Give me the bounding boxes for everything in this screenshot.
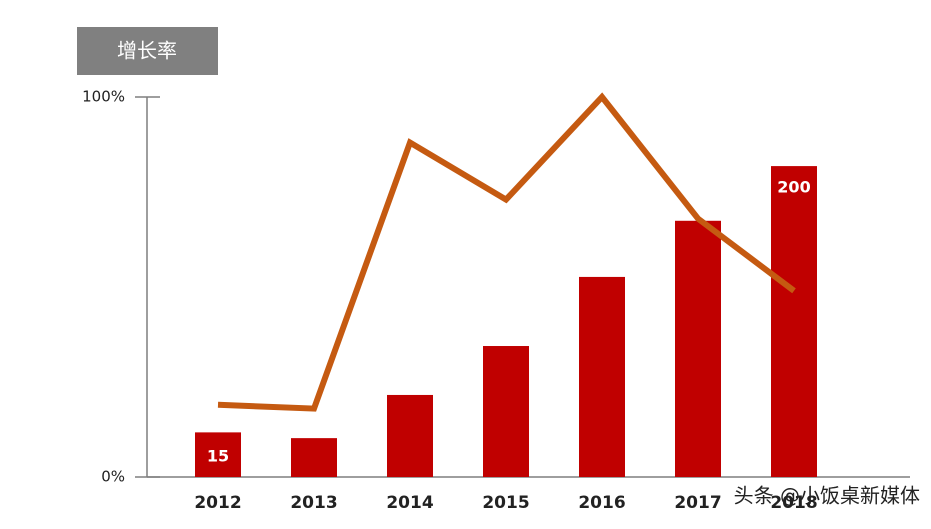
x-tick-label: 2015 xyxy=(482,493,529,513)
data-label: 15 xyxy=(207,447,229,466)
x-tick-label: 2013 xyxy=(290,493,337,513)
x-tick-label: 2012 xyxy=(194,493,241,513)
bar xyxy=(771,166,817,477)
x-tick-label: 2016 xyxy=(578,493,625,513)
x-tick-label: 2018 xyxy=(770,493,817,513)
watermark: 头条 @小饭桌新媒体 xyxy=(734,484,920,508)
chart-title: 增长率 xyxy=(117,39,177,63)
bar xyxy=(387,394,433,477)
title-box xyxy=(77,27,218,75)
bar xyxy=(291,438,337,477)
x-tick-label: 2014 xyxy=(386,493,433,513)
bar xyxy=(579,276,625,477)
data-label: 200 xyxy=(777,178,810,197)
line xyxy=(217,92,796,412)
bar xyxy=(675,220,721,477)
bar xyxy=(483,346,529,477)
y-tick-label: 0% xyxy=(101,468,125,486)
x-tick-label: 2017 xyxy=(674,493,721,513)
bar xyxy=(195,432,241,477)
y-tick-label: 100% xyxy=(82,88,125,106)
